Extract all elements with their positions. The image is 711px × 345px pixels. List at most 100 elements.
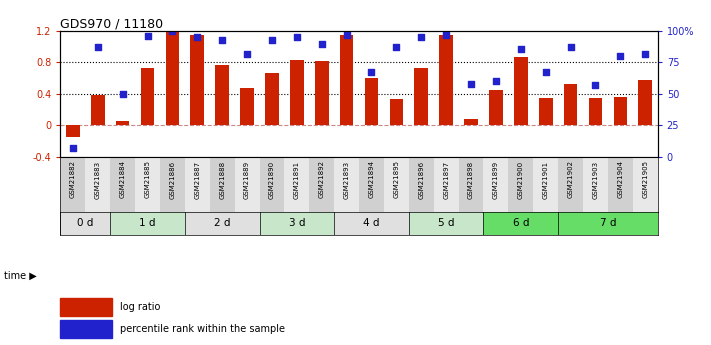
Bar bbox=[589, 98, 602, 125]
Point bbox=[391, 45, 402, 50]
Text: GSM21887: GSM21887 bbox=[194, 160, 201, 199]
Point bbox=[266, 37, 277, 42]
Bar bbox=[141, 68, 154, 125]
Point bbox=[565, 45, 576, 50]
Bar bbox=[390, 99, 403, 125]
Bar bbox=[464, 119, 478, 125]
Text: GSM21885: GSM21885 bbox=[144, 160, 151, 198]
Bar bbox=[60, 157, 85, 212]
Point bbox=[67, 145, 78, 150]
Text: GSM21905: GSM21905 bbox=[642, 160, 648, 198]
Text: GSM21892: GSM21892 bbox=[319, 160, 325, 198]
Point bbox=[341, 32, 352, 38]
Text: GSM21893: GSM21893 bbox=[343, 160, 350, 199]
Text: GSM21883: GSM21883 bbox=[95, 160, 101, 199]
Text: GSM21894: GSM21894 bbox=[368, 160, 375, 198]
Bar bbox=[290, 60, 304, 125]
Text: GSM21888: GSM21888 bbox=[219, 160, 225, 199]
Bar bbox=[638, 80, 652, 125]
Bar bbox=[215, 65, 229, 125]
Text: GSM21903: GSM21903 bbox=[592, 160, 599, 199]
Bar bbox=[483, 212, 558, 235]
Text: 0 d: 0 d bbox=[77, 218, 94, 228]
Point bbox=[415, 34, 427, 40]
Point bbox=[141, 33, 154, 39]
Bar bbox=[384, 157, 409, 212]
Bar bbox=[240, 88, 254, 125]
Bar bbox=[260, 212, 334, 235]
Bar bbox=[409, 157, 434, 212]
Text: GSM21886: GSM21886 bbox=[169, 160, 176, 199]
Point bbox=[191, 34, 203, 40]
Text: percentile rank within the sample: percentile rank within the sample bbox=[120, 324, 285, 334]
Bar bbox=[483, 157, 508, 212]
Text: 2 d: 2 d bbox=[214, 218, 230, 228]
Text: GSM21889: GSM21889 bbox=[244, 160, 250, 199]
Text: 4 d: 4 d bbox=[363, 218, 380, 228]
Bar bbox=[489, 90, 503, 125]
Bar bbox=[583, 157, 608, 212]
Point bbox=[440, 32, 452, 38]
Text: 5 d: 5 d bbox=[438, 218, 454, 228]
Text: GSM21897: GSM21897 bbox=[443, 160, 449, 199]
Text: GSM21901: GSM21901 bbox=[542, 160, 549, 199]
Bar bbox=[265, 72, 279, 125]
Point bbox=[365, 70, 377, 75]
Text: time ▶: time ▶ bbox=[4, 271, 36, 281]
Text: GSM21902: GSM21902 bbox=[567, 160, 574, 198]
Bar bbox=[539, 98, 552, 125]
Bar bbox=[135, 157, 160, 212]
Bar bbox=[60, 298, 112, 316]
Text: 3 d: 3 d bbox=[289, 218, 305, 228]
Bar bbox=[564, 83, 577, 125]
Point bbox=[515, 46, 526, 51]
Bar bbox=[60, 320, 112, 338]
Bar bbox=[508, 157, 533, 212]
Point bbox=[540, 70, 551, 75]
Text: GSM21900: GSM21900 bbox=[518, 160, 524, 199]
Bar bbox=[334, 157, 359, 212]
Bar bbox=[210, 157, 235, 212]
Text: GSM21882: GSM21882 bbox=[70, 160, 76, 198]
Bar bbox=[459, 157, 483, 212]
Bar bbox=[415, 68, 428, 125]
Bar bbox=[260, 157, 284, 212]
Bar bbox=[85, 157, 110, 212]
Point bbox=[216, 37, 228, 42]
Text: GSM21890: GSM21890 bbox=[269, 160, 275, 199]
Point bbox=[92, 45, 104, 50]
Bar bbox=[110, 212, 185, 235]
Bar bbox=[409, 212, 483, 235]
Bar bbox=[235, 157, 260, 212]
Text: GSM21898: GSM21898 bbox=[468, 160, 474, 199]
Bar bbox=[533, 157, 558, 212]
Bar bbox=[558, 157, 583, 212]
Bar bbox=[434, 157, 459, 212]
Bar bbox=[185, 212, 260, 235]
Point bbox=[292, 34, 303, 40]
Bar bbox=[359, 157, 384, 212]
Bar bbox=[309, 157, 334, 212]
Point bbox=[465, 81, 476, 87]
Bar bbox=[60, 212, 110, 235]
Bar bbox=[160, 157, 185, 212]
Bar bbox=[334, 212, 409, 235]
Bar bbox=[91, 95, 105, 125]
Bar bbox=[110, 157, 135, 212]
Bar bbox=[116, 121, 129, 125]
Text: GSM21891: GSM21891 bbox=[294, 160, 300, 199]
Text: GDS970 / 11180: GDS970 / 11180 bbox=[60, 17, 164, 30]
Bar bbox=[166, 31, 179, 125]
Bar bbox=[633, 157, 658, 212]
Bar bbox=[365, 78, 378, 125]
Bar bbox=[340, 35, 353, 125]
Text: log ratio: log ratio bbox=[120, 302, 161, 312]
Point bbox=[117, 91, 128, 97]
Bar bbox=[284, 157, 309, 212]
Text: GSM21895: GSM21895 bbox=[393, 160, 400, 198]
Text: GSM21884: GSM21884 bbox=[119, 160, 126, 198]
Bar bbox=[614, 97, 627, 125]
Text: GSM21904: GSM21904 bbox=[617, 160, 624, 198]
Text: GSM21896: GSM21896 bbox=[418, 160, 424, 199]
Bar bbox=[608, 157, 633, 212]
